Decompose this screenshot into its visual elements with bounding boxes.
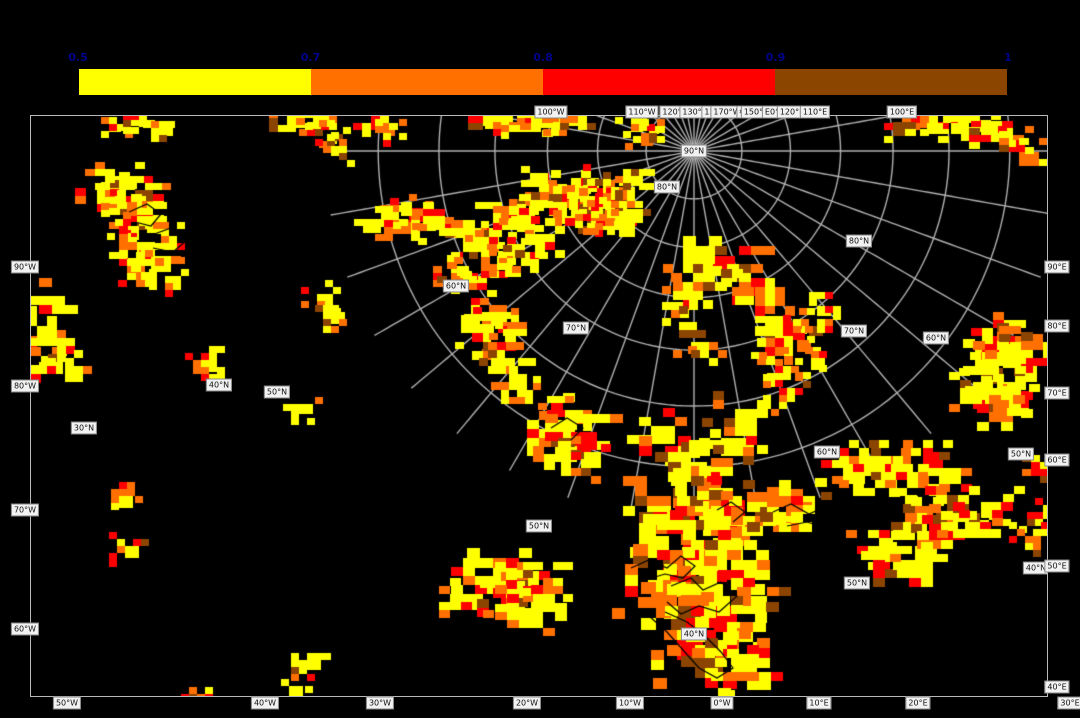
probability-colorbar — [78, 68, 1008, 96]
latitude-label: 50°N — [843, 576, 871, 590]
axis-tick-label: 100°E — [886, 105, 918, 119]
map-data-layer — [31, 116, 1047, 696]
axis-tick-label: 30°W — [365, 696, 395, 710]
axis-tick-label: 90°W — [10, 260, 40, 274]
latitude-label: 90°N — [680, 144, 708, 158]
axis-tick-label: 20°E — [905, 696, 931, 710]
latitude-label: 40°N — [1022, 561, 1047, 575]
polar-stereographic-map: 30°N 40°N 50°N 60°N 70°N 80°N 90°N 60°N 70°N 80°N… — [30, 115, 1048, 697]
axis-tick-label: 100°W — [534, 105, 568, 119]
latitude-label: 40°N — [205, 378, 233, 392]
axis-tick-label: 10°E — [806, 696, 832, 710]
axis-tick-label: 80°W — [10, 379, 40, 393]
latitude-label: 50°N — [1007, 447, 1035, 461]
axis-tick-label: 60°E — [1044, 453, 1070, 467]
latitude-label: 60°N — [813, 445, 841, 459]
colorbar-panel: 0.5 0.7 0.8 0.9 1 — [0, 0, 1080, 110]
colorbar-segment-3 — [775, 69, 1007, 95]
axis-tick-label: 10°W — [615, 696, 645, 710]
colorbar-tick-label: 0.8 — [533, 51, 553, 64]
latitude-label: 70°N — [840, 324, 868, 338]
axis-tick-label: 110°W — [625, 105, 659, 119]
axis-tick-label: 70°W — [10, 503, 40, 517]
axis-tick-label: 90°E — [1044, 260, 1070, 274]
axis-tick-label: 0°W — [710, 696, 734, 710]
colorbar-segment-1 — [311, 69, 543, 95]
colorbar-segment-0 — [79, 69, 311, 95]
axis-tick-label: 80°E — [1044, 319, 1070, 333]
axis-tick-label: 40°W — [250, 696, 280, 710]
axis-tick-label: 70°E — [1044, 386, 1070, 400]
axis-tick-label: 50°W — [52, 696, 82, 710]
axis-tick-label: 30°E — [1057, 696, 1080, 710]
colorbar-tick-labels: 0.5 0.7 0.8 0.9 1 — [0, 52, 1080, 68]
axis-tick-label: 110°E — [799, 105, 831, 119]
latitude-label: 50°N — [525, 519, 553, 533]
latitude-label: 40°N — [680, 627, 708, 641]
axis-tick-label: 170°W — [710, 105, 744, 119]
latitude-label: 70°N — [562, 321, 590, 335]
latitude-label: 60°N — [922, 331, 950, 345]
colorbar-segment-2 — [543, 69, 775, 95]
colorbar-tick-label: 0.9 — [765, 51, 786, 64]
axis-tick-label: 60°W — [10, 622, 40, 636]
latitude-label: 80°N — [845, 234, 873, 248]
colorbar-tick-label: 0.5 — [68, 51, 88, 64]
colorbar-tick-label: 1 — [1004, 51, 1012, 64]
axis-tick-label: 20°W — [512, 696, 542, 710]
axis-tick-label: 40°E — [1044, 680, 1070, 694]
latitude-label: 60°N — [442, 279, 470, 293]
colorbar-tick-label: 0.7 — [300, 51, 321, 64]
latitude-label: 50°N — [263, 385, 291, 399]
latitude-label: 30°N — [70, 421, 98, 435]
axis-tick-label: 50°E — [1044, 559, 1070, 573]
latitude-label: 80°N — [653, 180, 681, 194]
